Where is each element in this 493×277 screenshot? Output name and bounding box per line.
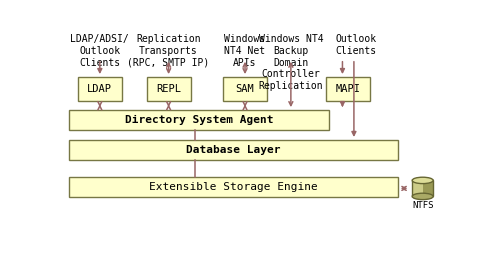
Ellipse shape: [412, 177, 433, 184]
Text: Extensible Storage Engine: Extensible Storage Engine: [149, 182, 318, 192]
Text: LDAP/ADSI/
Outlook
Clients: LDAP/ADSI/ Outlook Clients: [70, 34, 129, 68]
Text: Outlook
Clients: Outlook Clients: [335, 34, 376, 56]
Text: NTFS: NTFS: [412, 201, 433, 210]
Text: Windows
NT4 Net
APIs: Windows NT4 Net APIs: [224, 34, 266, 68]
Text: REPL: REPL: [156, 84, 181, 94]
Text: Database Layer: Database Layer: [186, 145, 281, 155]
Bar: [412, 180, 423, 196]
Text: LDAP: LDAP: [87, 84, 112, 94]
FancyBboxPatch shape: [78, 77, 122, 101]
Bar: [423, 180, 433, 196]
FancyBboxPatch shape: [69, 110, 329, 130]
Ellipse shape: [412, 193, 433, 200]
FancyBboxPatch shape: [223, 77, 267, 101]
Text: MAPI: MAPI: [336, 84, 361, 94]
FancyBboxPatch shape: [326, 77, 370, 101]
Text: Replication
Transports
(RPC, SMTP IP): Replication Transports (RPC, SMTP IP): [128, 34, 210, 68]
FancyBboxPatch shape: [69, 140, 398, 160]
Text: Windows NT4
Backup
Domain
Controller
Replication: Windows NT4 Backup Domain Controller Rep…: [258, 34, 323, 91]
FancyBboxPatch shape: [69, 177, 398, 198]
Text: Directory System Agent: Directory System Agent: [125, 115, 274, 125]
Text: SAM: SAM: [236, 84, 254, 94]
FancyBboxPatch shape: [146, 77, 191, 101]
